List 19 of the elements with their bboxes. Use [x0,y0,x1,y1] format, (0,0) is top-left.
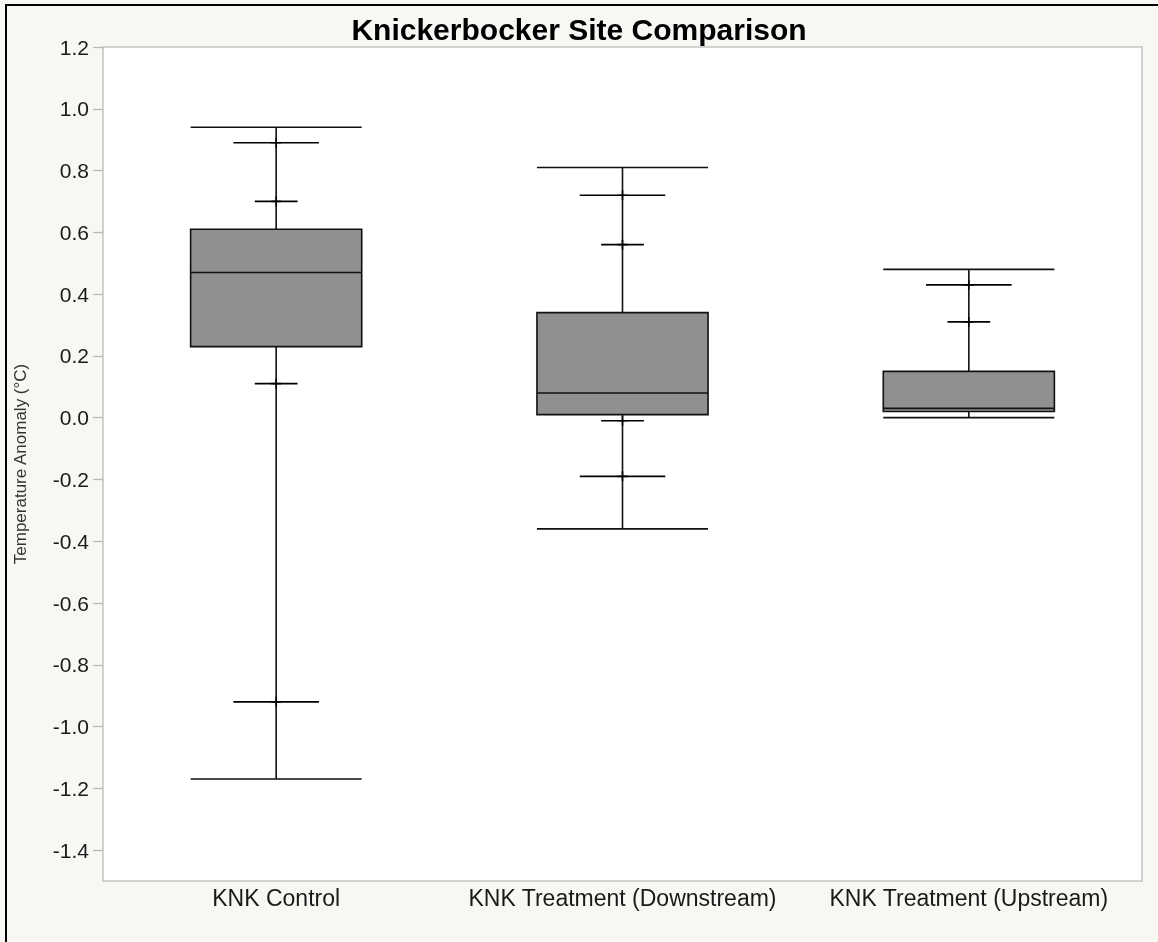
y-tick-label: -0.4 [52,529,90,553]
y-axis-title: Temperature Anomaly (°C) [11,363,30,565]
y-tick-label: 1.2 [59,35,89,59]
x-tick-label: KNK Control [212,884,341,911]
y-tick-label: -1.2 [52,776,89,800]
y-tick-label: 0.2 [59,344,89,368]
y-tick-label: 1.0 [59,97,89,121]
y-tick-label: 0.8 [59,159,89,183]
y-tick-label: -1.0 [52,715,89,739]
y-tick-label: -0.2 [52,467,89,491]
x-tick-label: KNK Treatment (Upstream) [829,884,1109,911]
chart-title: Knickerbocker Site Comparison [351,12,807,46]
y-tick-label: 0.4 [59,282,90,306]
y-tick-label: -0.8 [52,653,89,677]
x-tick-label: KNK Treatment (Downstream) [468,884,777,911]
y-tick-label: 0.6 [59,220,89,244]
y-tick-label: -0.6 [52,591,89,615]
y-tick-label: -1.4 [52,838,90,862]
y-tick-label: 0.0 [59,406,89,430]
